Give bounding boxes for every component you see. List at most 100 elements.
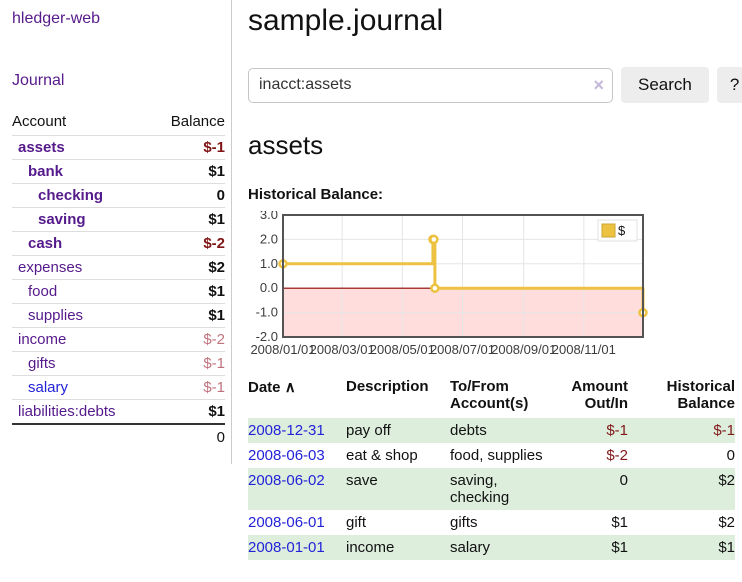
account-link[interactable]: gifts <box>28 355 56 372</box>
svg-text:3.0: 3.0 <box>260 211 278 222</box>
account-balance: $-1 <box>203 355 225 372</box>
svg-text:$: $ <box>618 223 626 238</box>
accounts-table-header: Account Balance <box>12 110 225 136</box>
account-link[interactable]: cash <box>28 235 63 252</box>
clear-search-icon[interactable]: × <box>593 74 604 95</box>
account-balance: $1 <box>208 307 225 324</box>
register-table-body: 2008-12-31 pay off debts $-1 $-1 2008-06-03 ea… <box>248 418 735 560</box>
account-link[interactable]: salary <box>28 379 69 396</box>
register-balance: 0 <box>726 447 735 464</box>
register-date-link[interactable]: 2008-12-31 <box>248 422 325 439</box>
account-row: checking 0 <box>12 183 225 208</box>
chart-canvas: $3.0 2.0 1.0 0.0 -1.0 -2.02008/01/012008/03/0… <box>250 207 648 357</box>
register-balance: $-1 <box>713 422 735 439</box>
svg-text:-2.0: -2.0 <box>256 329 278 344</box>
svg-text:2008/03/01: 2008/03/01 <box>310 342 375 357</box>
register-date-link[interactable]: 2008-06-02 <box>248 472 325 489</box>
register-amount: $-1 <box>606 422 628 439</box>
account-row: bank $1 <box>12 159 225 184</box>
account-link[interactable]: bank <box>28 163 64 180</box>
account-row: gifts $-1 <box>12 351 225 376</box>
register-row: 2008-06-03 eat & shop food, supplies $-2 0 <box>248 443 735 468</box>
account-row: cash $-2 <box>12 231 225 256</box>
svg-text:2.0: 2.0 <box>260 231 278 246</box>
sidebar-item-journal[interactable]: Journal <box>12 72 65 89</box>
register-row: 2008-06-01 gift gifts $1 $2 <box>248 510 735 535</box>
account-link[interactable]: supplies <box>28 307 84 324</box>
register-description: eat & shop <box>346 447 418 464</box>
register-table: Date ∧ Description To/From Account(s) Am… <box>248 376 735 560</box>
sort-ascending-icon: ∧ <box>284 379 296 396</box>
svg-text:2008/05/01: 2008/05/01 <box>370 342 435 357</box>
register-accounts: gifts <box>450 514 478 531</box>
account-balance: $-2 <box>203 331 225 348</box>
account-balance: $1 <box>208 283 225 300</box>
account-link[interactable]: income <box>18 331 67 348</box>
accounts-total-row: 0 <box>12 424 225 450</box>
main-content: sample.journal × Search ? assets Histori… <box>232 0 742 560</box>
register-balance: $2 <box>718 514 735 531</box>
accounts-table-body: assets $-1 bank $1 checking 0 saving $1 cash $-2 e… <box>12 135 225 451</box>
account-balance: 0 <box>216 187 225 204</box>
register-col-accounts: To/From Account(s) <box>450 378 529 412</box>
register-date-link[interactable]: 2008-06-01 <box>248 514 325 531</box>
register-amount: 0 <box>619 472 628 489</box>
register-description: gift <box>346 514 367 531</box>
account-row: salary $-1 <box>12 375 225 400</box>
svg-text:2008/07/01: 2008/07/01 <box>430 342 495 357</box>
svg-text:0.0: 0.0 <box>260 280 278 295</box>
svg-text:1.0: 1.0 <box>260 256 278 271</box>
account-balance: $-1 <box>203 379 225 396</box>
register-description: income <box>346 539 395 556</box>
account-balance: $1 <box>208 403 225 420</box>
account-balance: $2 <box>208 259 225 276</box>
account-link[interactable]: expenses <box>18 259 83 276</box>
register-amount: $1 <box>611 514 628 531</box>
account-row: expenses $2 <box>12 255 225 280</box>
account-link[interactable]: food <box>28 283 58 300</box>
register-table-header: Date ∧ Description To/From Account(s) Am… <box>248 376 735 418</box>
svg-text:2008/09/01: 2008/09/01 <box>491 342 556 357</box>
register-date-link[interactable]: 2008-01-01 <box>248 539 325 556</box>
accounts-col-account: Account <box>12 113 67 130</box>
register-row: 2008-01-01 income salary $1 $1 <box>248 535 735 560</box>
register-description: save <box>346 472 378 489</box>
register-date-link[interactable]: 2008-06-03 <box>248 447 325 464</box>
account-link[interactable]: checking <box>38 187 104 204</box>
register-accounts: debts <box>450 422 487 439</box>
account-link[interactable]: assets <box>18 139 65 156</box>
account-row: supplies $1 <box>12 303 225 328</box>
register-amount: $1 <box>611 539 628 556</box>
register-row: 2008-12-31 pay off debts $-1 $-1 <box>248 418 735 443</box>
svg-text:2008/01/01: 2008/01/01 <box>250 342 315 357</box>
register-accounts: food, supplies <box>450 447 543 464</box>
register-amount: $-2 <box>606 447 628 464</box>
search-input[interactable] <box>248 67 613 103</box>
register-row: 2008-06-02 save saving, checking 0 $2 <box>248 468 735 510</box>
account-link[interactable]: saving <box>38 211 86 228</box>
search-button[interactable]: Search <box>621 67 709 103</box>
account-balance: $1 <box>208 211 225 228</box>
page-title: sample.journal <box>248 4 444 37</box>
register-col-date[interactable]: Date ∧ <box>248 379 296 396</box>
help-button[interactable]: ? <box>716 67 742 103</box>
sidebar: hledger-web Journal Account Balance asse… <box>0 0 232 464</box>
chart-label: Historical Balance: <box>248 186 384 203</box>
accounts-col-balance: Balance <box>170 113 225 130</box>
app-title-link[interactable]: hledger-web <box>12 10 101 27</box>
historical-balance-chart: $3.0 2.0 1.0 0.0 -1.0 -2.0 2008/01/01 2008/03/0… <box>248 207 726 359</box>
account-row: assets $-1 <box>12 135 225 160</box>
account-row: food $1 <box>12 279 225 304</box>
account-link[interactable]: liabilities:debts <box>18 403 116 420</box>
register-col-description: Description <box>346 378 429 395</box>
register-description: pay off <box>346 422 391 439</box>
svg-text:-1.0: -1.0 <box>256 305 278 320</box>
register-col-balance: Historical Balance <box>666 378 735 412</box>
page: hledger-web Journal Account Balance asse… <box>0 0 742 560</box>
register-accounts: saving, checking <box>450 472 510 506</box>
accounts-table: Account Balance assets $-1 bank $1 checking 0… <box>12 110 225 450</box>
search-form: × Search ? <box>248 67 742 103</box>
account-row: income $-2 <box>12 327 225 352</box>
register-balance: $1 <box>718 539 735 556</box>
account-balance: $-2 <box>203 235 225 252</box>
